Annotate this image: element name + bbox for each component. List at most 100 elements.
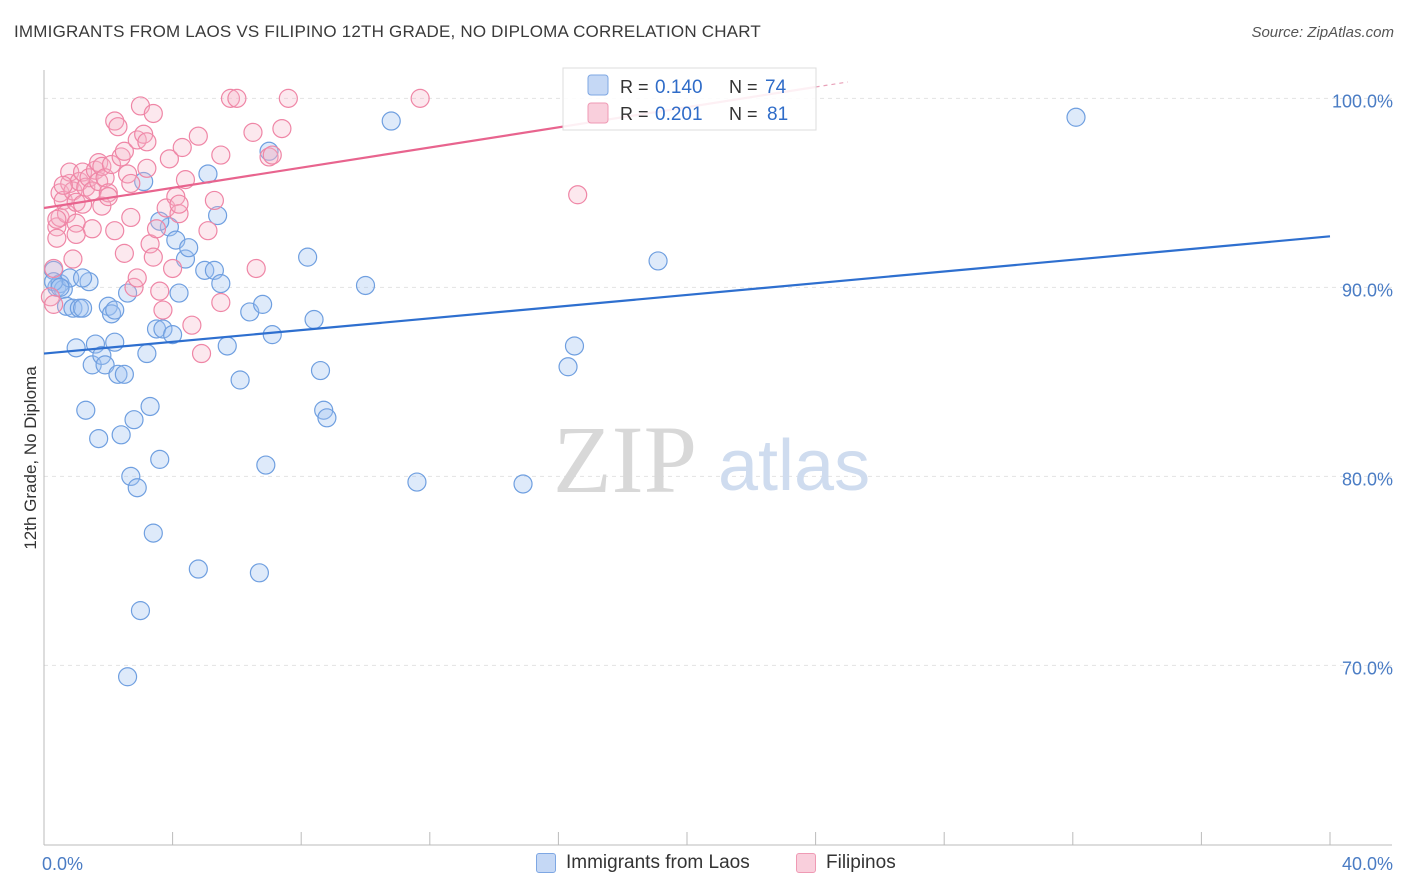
legend-r-value-laos: 0.140 [655,77,703,98]
point-laos [513,474,533,494]
point-filipinos [101,154,122,175]
point-filipinos [143,103,163,124]
axes [43,70,1392,846]
point-laos [355,275,376,296]
bottom-legend-item-laos: Immigrants from Laos [536,852,750,874]
point-laos [298,247,318,267]
y-tick-label: 80.0% [1342,469,1393,489]
point-filipinos [278,88,298,108]
point-laos [211,273,231,294]
point-laos [95,355,115,375]
point-filipinos [150,281,170,301]
point-filipinos [568,185,588,205]
bottom-legend-label-filipinos: Filipinos [826,852,896,873]
point-laos [310,360,331,381]
point-filipinos [63,249,83,269]
point-laos [253,294,273,314]
point-laos [143,523,163,543]
x-minor-ticks [43,832,1331,845]
point-filipinos [127,268,147,288]
point-laos [259,141,279,161]
chart-title: IMMIGRANTS FROM LAOS VS FILIPINO 12TH GR… [14,22,761,41]
point-filipinos [82,219,102,239]
point-laos [124,410,144,430]
legend-n-label-filipinos: N = [729,104,758,124]
watermark-zip: ZIP [553,406,697,513]
point-filipinos [63,181,83,201]
legend-r-label-filipinos: R = [620,104,649,124]
point-filipinos [410,88,430,108]
point-laos [407,472,427,492]
point-filipinos [172,137,192,158]
legend-n-value-laos: 74 [765,77,787,98]
point-filipinos [259,147,279,167]
point-laos [63,298,83,318]
x-tick-label: 0.0% [42,854,83,874]
point-filipinos [220,88,241,108]
x-tick-labels: 0.0% 40.0% [42,854,1393,874]
point-filipinos [188,126,208,146]
legend-n-value-filipinos: 81 [767,104,788,125]
point-laos [72,268,93,288]
point-filipinos [66,224,86,245]
point-laos [76,400,96,420]
legend: R = 0.140 N = 74 R = 0.201 N = 81 [562,67,817,131]
point-filipinos [163,258,183,279]
point-laos [150,449,170,469]
point-filipinos [137,158,157,178]
point-filipinos [111,147,131,167]
point-laos [175,249,196,269]
bottom-legend-item-filipinos: Filipinos [796,852,896,874]
point-laos [137,343,157,364]
bottom-legend: Immigrants from Laos Filipinos [0,852,1406,878]
point-laos [256,455,276,475]
point-filipinos [47,209,67,229]
point-laos [648,251,668,271]
point-laos [188,559,208,579]
point-filipinos [44,258,64,279]
point-filipinos [137,132,157,152]
point-laos [66,338,86,358]
point-filipinos [143,247,163,267]
legend-r-value-filipinos: 0.201 [655,104,703,125]
point-filipinos [44,294,64,314]
point-filipinos [198,221,218,241]
point-laos [72,298,93,318]
point-laos [121,466,141,487]
point-filipinos [204,190,224,211]
point-filipinos [211,292,231,313]
y-tick-labels: 100.0% 90.0% 80.0% 70.0% [1332,91,1393,678]
point-laos [111,425,131,445]
y-tick-label: 70.0% [1342,658,1393,678]
point-filipinos [121,173,141,194]
data-points [40,88,1086,687]
point-laos [217,336,237,356]
point-laos [1066,107,1086,127]
point-laos [140,396,160,417]
point-laos [317,408,337,428]
point-laos [558,357,578,377]
point-laos [101,304,122,324]
point-filipinos [153,300,173,320]
chart-source: Source: ZipAtlas.com [1251,24,1394,41]
point-filipinos [182,315,202,335]
point-filipinos [47,228,67,248]
point-laos [117,667,138,687]
legend-n-label-laos: N = [729,77,758,97]
point-filipinos [262,145,282,165]
point-filipinos [105,111,125,131]
point-laos [163,325,183,345]
point-filipinos [108,117,128,137]
point-laos [169,283,189,303]
trend-line-laos [43,235,1331,355]
point-filipinos [159,149,179,169]
point-laos [564,336,585,356]
point-filipinos [243,122,263,142]
point-laos [179,238,199,258]
point-laos [208,205,228,226]
point-laos [381,111,401,131]
point-filipinos [227,88,247,108]
bottom-legend-label-laos: Immigrants from Laos [566,852,750,873]
point-filipinos [146,219,167,239]
